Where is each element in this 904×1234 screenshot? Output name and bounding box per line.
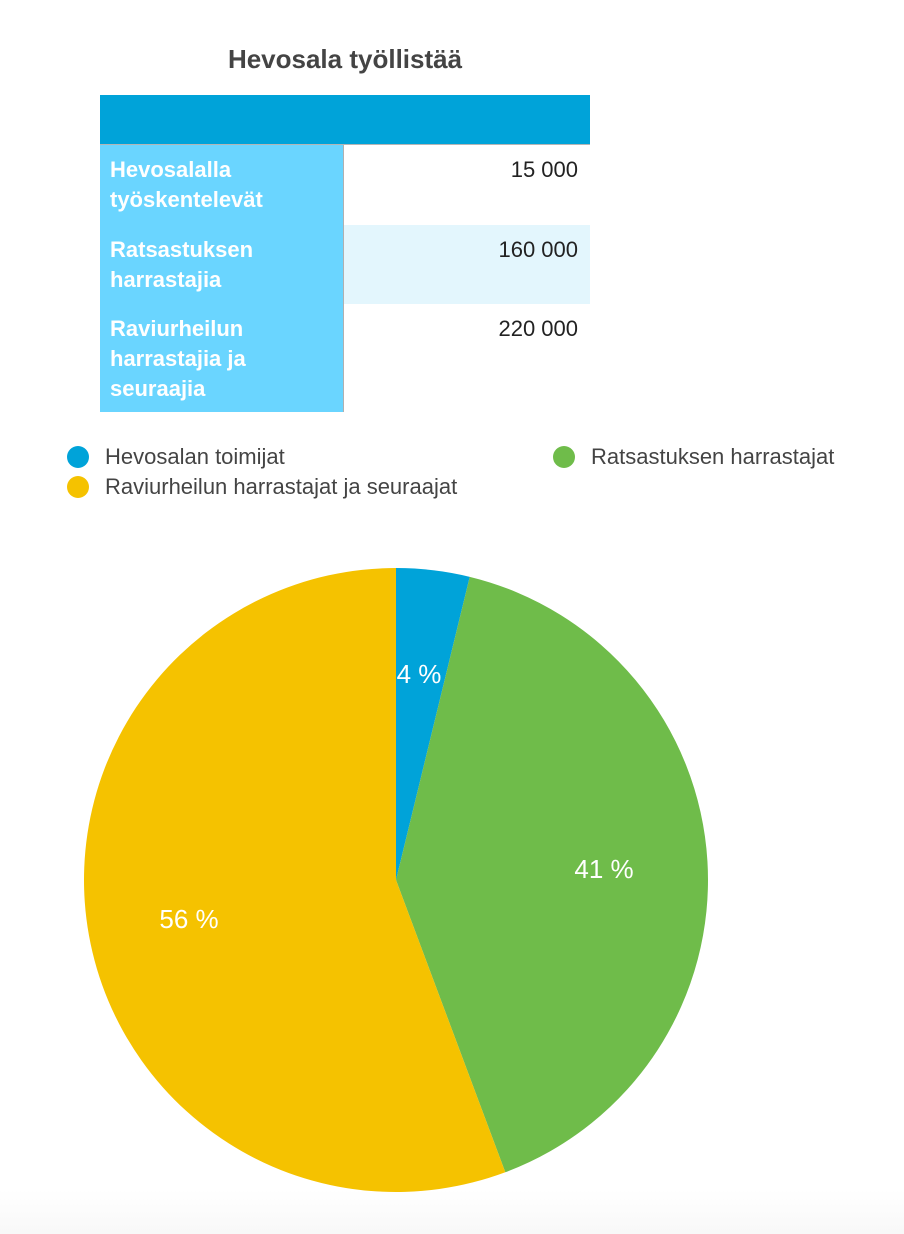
table-header <box>100 95 590 145</box>
legend-label: Ratsastuksen harrastajat <box>591 444 835 469</box>
legend-dot-icon <box>553 446 575 468</box>
legend-label: Raviurheilun harrastajat ja seuraajat <box>105 474 458 499</box>
row-label: Hevosalalla työskentelevät <box>100 145 344 225</box>
row-label: Raviurheilun harrastajia ja seuraajia <box>100 304 344 412</box>
legend-label: Hevosalan toimijat <box>105 444 285 469</box>
table-row: Raviurheilun harrastajia ja seuraajia 22… <box>100 304 590 412</box>
pie-slice[interactable] <box>396 576 708 1173</box>
chart-title: Hevosala työllistää <box>227 44 463 74</box>
pie-slice[interactable] <box>83 568 506 1192</box>
legend-item-ratsastuksen-harrastajat[interactable]: Ratsastuksen harrastajat <box>553 444 834 470</box>
pie-chart: 4 % 41 % 56 % <box>83 568 708 1192</box>
data-table: Hevosalalla työskentelevät 15 000 Ratsas… <box>100 95 590 412</box>
table-row: Hevosalalla työskentelevät 15 000 <box>100 145 590 225</box>
row-value: 220 000 <box>498 316 578 341</box>
row-label: Ratsastuksen harrastajia <box>100 225 344 304</box>
slice-label-hevosalan: 4 % <box>397 659 442 689</box>
legend-dot-icon <box>67 476 89 498</box>
row-value: 15 000 <box>510 157 578 182</box>
legend-dot-icon <box>67 446 89 468</box>
slice-label-raviurheilun: 56 % <box>159 904 218 934</box>
legend-item-raviurheilun-harrastajat[interactable]: Raviurheilun harrastajat ja seuraajat <box>67 474 457 500</box>
table-row: Ratsastuksen harrastajia 160 000 <box>100 225 590 304</box>
row-value: 160 000 <box>344 225 590 304</box>
legend-item-hevosalan-toimijat[interactable]: Hevosalan toimijat <box>67 444 285 470</box>
chart-legend: Hevosalan toimijat Ratsastuksen harrasta… <box>0 440 904 510</box>
pie-slice[interactable] <box>396 568 470 880</box>
slice-label-ratsastuksen: 41 % <box>574 854 633 884</box>
